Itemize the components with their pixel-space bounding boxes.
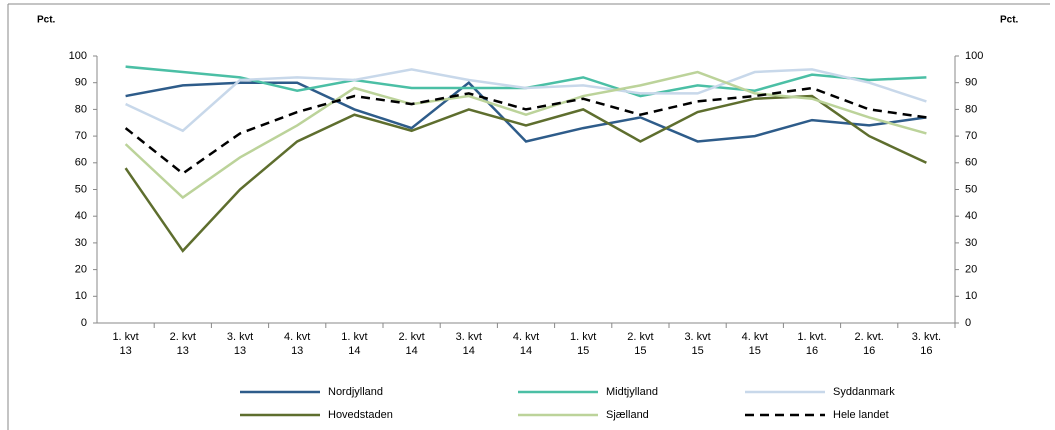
x-tick-label: 3. kvt <box>227 331 253 343</box>
y-tick-label: 50 <box>75 183 87 195</box>
y2-tick-label: 30 <box>965 237 977 249</box>
y-unit-label: Pct. <box>37 15 56 26</box>
x-tick-label: 1. kvt <box>112 331 138 343</box>
x-tick-label: 16 <box>920 345 932 357</box>
series-line <box>124 86 927 176</box>
y2-tick-label: 0 <box>965 317 971 329</box>
x-tick-label: 16 <box>806 345 818 357</box>
y2-tick-label: 40 <box>965 210 977 222</box>
x-tick-label: 3. kvt <box>684 331 710 343</box>
x-tick-label: 2. kvt. <box>855 331 884 343</box>
legend-label: Hele landet <box>833 409 889 421</box>
x-tick-label: 4. kvt <box>513 331 539 343</box>
x-tick-label: 2. kvt <box>398 331 424 343</box>
series-line <box>124 70 927 200</box>
y2-tick-label: 80 <box>965 103 977 115</box>
x-tick-label: 15 <box>691 345 703 357</box>
y-tick-label: 20 <box>75 264 87 276</box>
y-tick-label: 70 <box>75 130 87 142</box>
legend-label: Hovedstaden <box>328 409 393 421</box>
x-tick-label: 14 <box>405 345 417 357</box>
x-tick-label: 14 <box>463 345 475 357</box>
legend-label: Midtjylland <box>606 386 658 398</box>
x-tick-label: 16 <box>863 345 875 357</box>
y2-tick-label: 20 <box>965 264 977 276</box>
y-tick-label: 0 <box>81 317 87 329</box>
y2-tick-label: 10 <box>965 290 977 302</box>
y-tick-label: 10 <box>75 290 87 302</box>
x-tick-label: 1. kvt <box>341 331 367 343</box>
x-tick-label: 15 <box>634 345 646 357</box>
x-tick-label: 1. kvt. <box>797 331 826 343</box>
x-tick-label: 1. kvt <box>570 331 596 343</box>
y-tick-label: 40 <box>75 210 87 222</box>
legend-label: Syddanmark <box>833 386 895 398</box>
x-tick-label: 13 <box>119 345 131 357</box>
x-tick-label: 2. kvt <box>627 331 653 343</box>
y2-tick-label: 100 <box>965 50 983 62</box>
x-tick-label: 15 <box>749 345 761 357</box>
y-tick-label: 90 <box>75 77 87 89</box>
y2-tick-label: 90 <box>965 77 977 89</box>
legend-label: Nordjylland <box>328 386 383 398</box>
x-tick-label: 4. kvt <box>284 331 310 343</box>
y-tick-label: 30 <box>75 237 87 249</box>
y2-tick-label: 60 <box>965 157 977 169</box>
x-tick-label: 13 <box>291 345 303 357</box>
x-tick-label: 13 <box>234 345 246 357</box>
series-line <box>124 94 927 253</box>
x-tick-label: 14 <box>348 345 360 357</box>
series-line <box>125 68 927 133</box>
y2-tick-label: 70 <box>965 130 977 142</box>
x-tick-label: 15 <box>577 345 589 357</box>
series-line <box>125 81 927 143</box>
x-tick-label: 3. kvt <box>456 331 482 343</box>
series-line <box>125 65 927 98</box>
legend-label: Sjælland <box>606 409 649 421</box>
y-tick-label: 100 <box>69 50 87 62</box>
y-tick-label: 80 <box>75 103 87 115</box>
x-tick-label: 2. kvt <box>170 331 196 343</box>
y-tick-label: 60 <box>75 157 87 169</box>
x-tick-label: 3. kvt. <box>912 331 941 343</box>
y2-tick-label: 50 <box>965 183 977 195</box>
x-tick-label: 4. kvt <box>742 331 768 343</box>
x-tick-label: 14 <box>520 345 532 357</box>
y2-unit-label: Pct. <box>1000 15 1019 26</box>
x-tick-label: 13 <box>177 345 189 357</box>
